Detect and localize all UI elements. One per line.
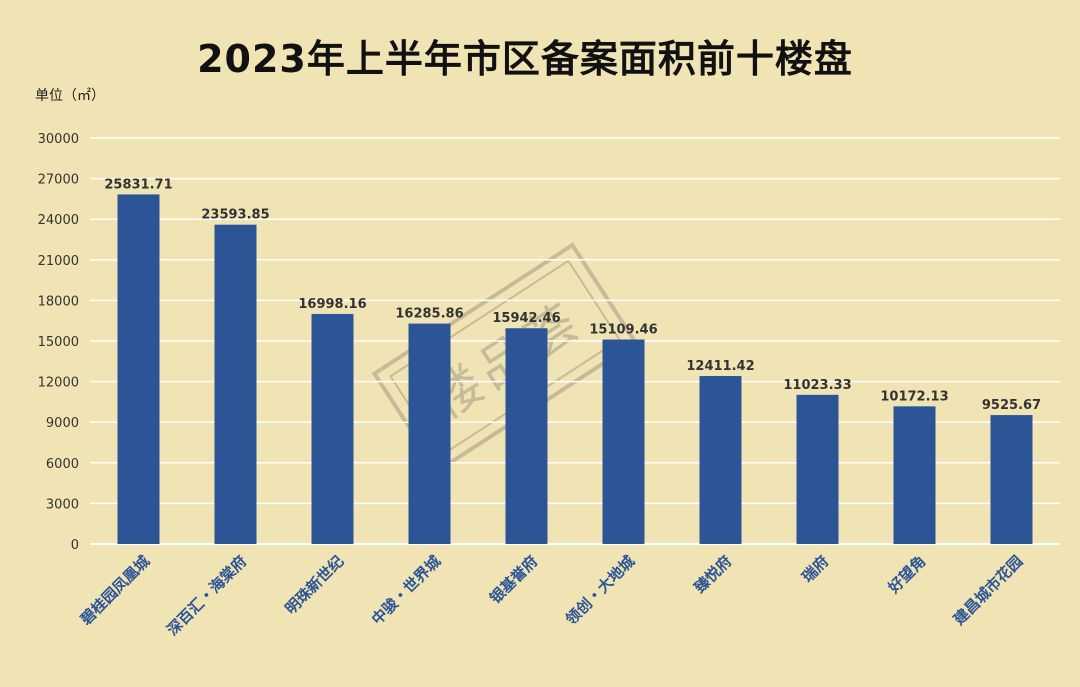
data-label: 16998.16 <box>298 297 366 312</box>
y-tick-label: 27000 <box>38 173 79 188</box>
data-label: 25831.71 <box>104 177 172 192</box>
bar <box>699 376 742 544</box>
x-tick-label: 臻悦府 <box>691 552 736 597</box>
data-label: 10172.13 <box>880 389 948 404</box>
x-tick-label: 建昌城市花园 <box>950 552 1026 628</box>
y-tick-label: 3000 <box>46 497 79 512</box>
data-label: 12411.42 <box>686 359 754 374</box>
x-tick-label: 瑞府 <box>798 552 832 586</box>
bar <box>408 323 451 544</box>
y-tick-label: 24000 <box>38 213 79 228</box>
y-tick-label: 21000 <box>38 254 79 269</box>
y-tick-label: 30000 <box>38 132 79 147</box>
data-label: 11023.33 <box>783 378 851 393</box>
x-tick-label: 深百汇・海棠府 <box>163 552 250 639</box>
y-tick-label: 9000 <box>46 416 79 431</box>
bar <box>893 406 936 544</box>
bar <box>602 339 645 544</box>
data-label: 16285.86 <box>395 307 463 322</box>
x-tick-label: 银基誉府 <box>486 552 541 607</box>
x-tick-label: 领创・大地城 <box>561 552 638 629</box>
bar <box>311 313 354 544</box>
x-tick-label: 碧桂园凤凰城 <box>76 552 153 629</box>
x-tick-label: 明珠新世纪 <box>282 552 348 618</box>
y-tick-label: 0 <box>71 538 79 553</box>
x-tick-label: 中骏・世界城 <box>368 552 444 628</box>
data-label: 15109.46 <box>589 323 657 338</box>
y-tick-label: 18000 <box>38 294 79 309</box>
data-label: 15942.46 <box>492 311 560 326</box>
y-tick-label: 15000 <box>38 335 79 350</box>
bar <box>796 394 839 544</box>
bar <box>117 194 160 544</box>
bar <box>990 415 1033 544</box>
chart-title: 2023年上半年市区备案面积前十楼盘 <box>197 37 853 81</box>
y-tick-label: 6000 <box>46 457 79 472</box>
y-tick-label: 12000 <box>38 376 79 391</box>
data-label: 23593.85 <box>201 208 269 223</box>
x-tick-label: 好望角 <box>884 552 929 597</box>
y-axis-unit-label: 单位（㎡） <box>35 88 105 104</box>
data-label: 9525.67 <box>982 398 1041 413</box>
bar <box>505 328 548 544</box>
bar <box>214 224 257 544</box>
